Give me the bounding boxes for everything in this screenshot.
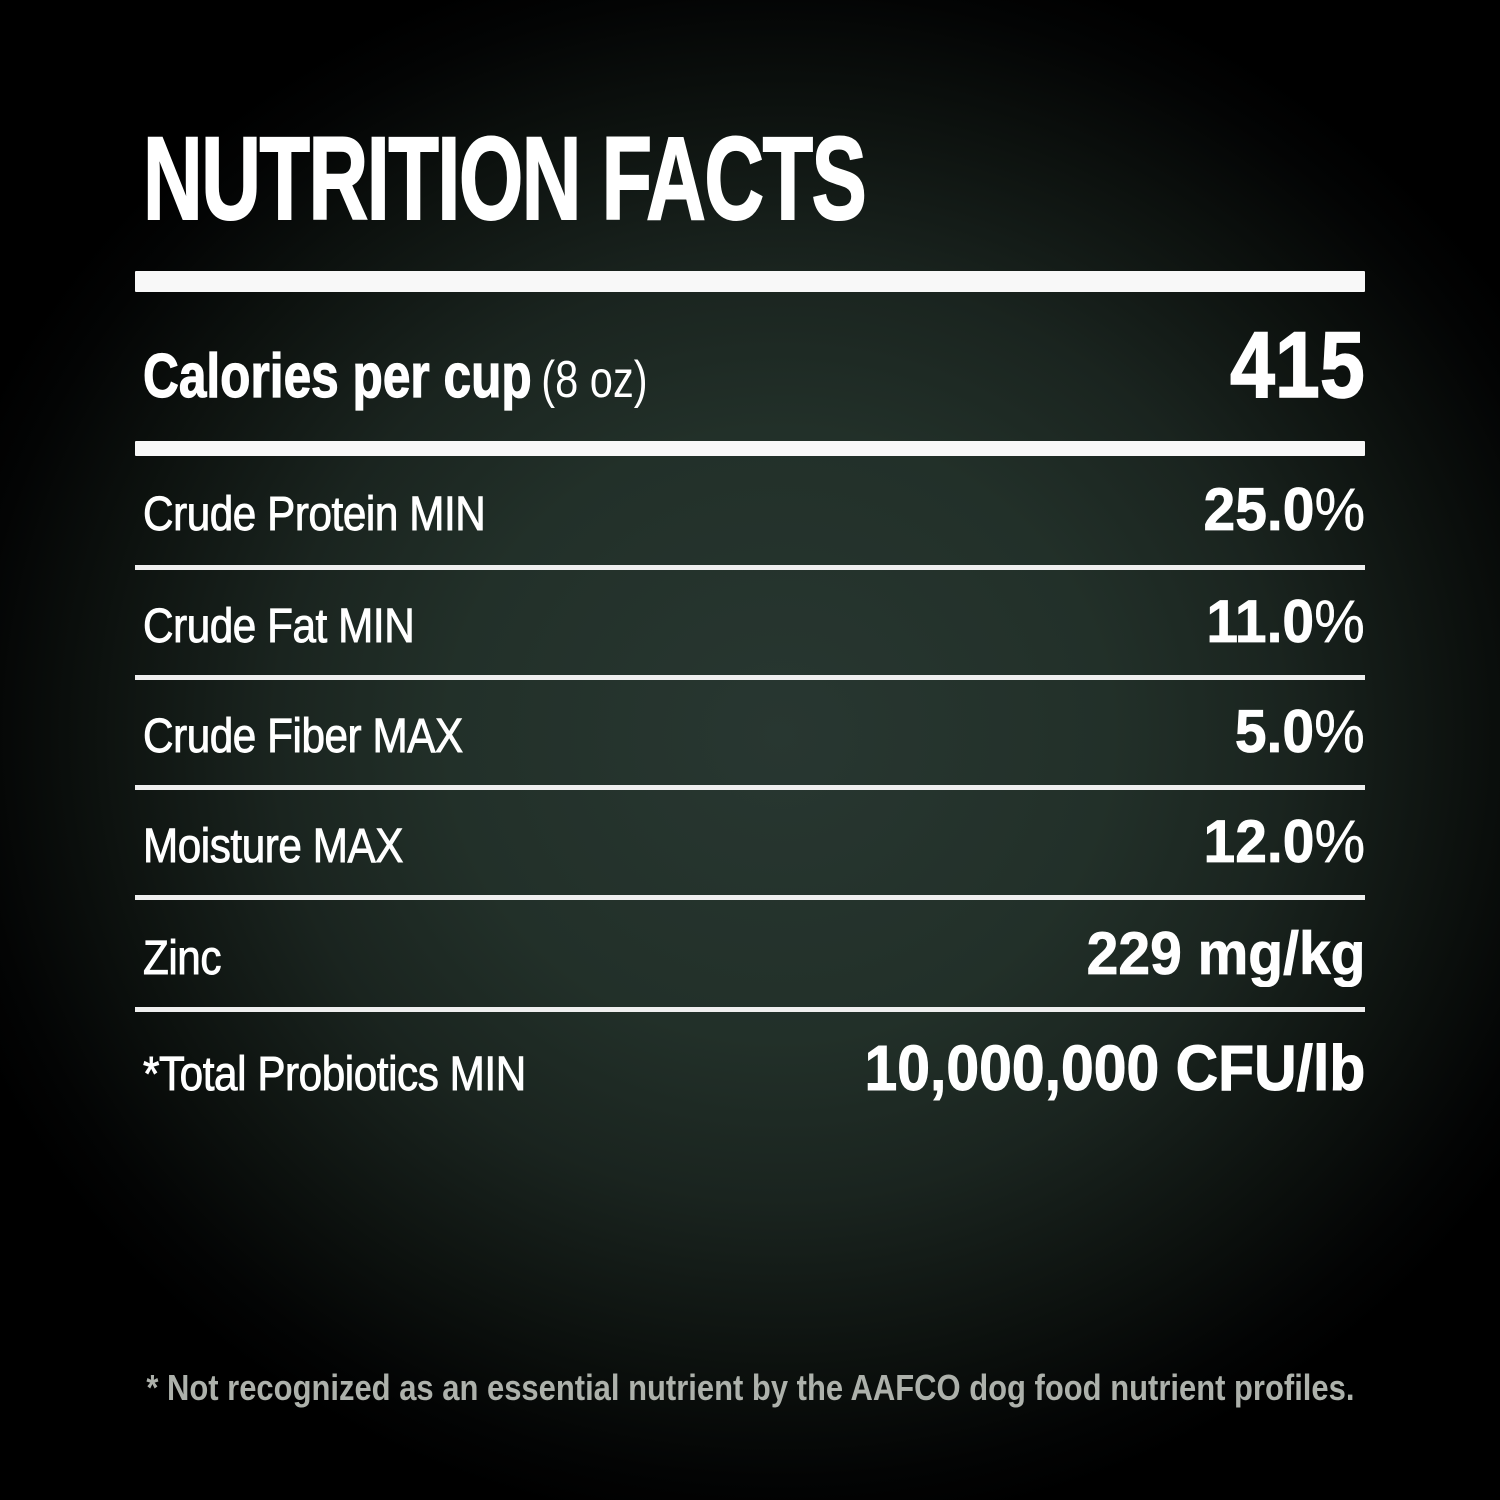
value-unit: % [1314,476,1365,543]
calories-label: Calories per cup [143,342,533,411]
nutrient-value: 229 mg/kg [1086,923,1366,984]
nutrient-row-zinc: Zinc 229 mg/kg [143,923,1366,985]
value-number: 5.0 [1235,698,1315,765]
nutrient-row-crude-fiber: Crude Fiber MAX 5.0% [143,701,1366,763]
nutrient-label: Crude Protein MIN [143,488,487,541]
value-unit: % [1314,808,1365,875]
nutrient-value: 5.0% [1235,701,1366,762]
panel-title: NUTRITION FACTS [142,113,867,245]
divider-thin [135,785,1365,790]
nutrient-value: 11.0% [1206,591,1365,652]
divider-medium [135,441,1365,456]
nutrient-label: Crude Fat MIN [143,600,415,653]
divider-thin [135,895,1365,900]
value-unit: % [1314,698,1365,765]
nutrient-row-moisture: Moisture MAX 12.0% [143,811,1366,873]
nutrient-value: 25.0% [1203,479,1365,540]
divider-thick [135,271,1365,292]
value-number: 12.0 [1203,808,1315,875]
nutrient-label: Moisture MAX [143,820,404,873]
divider-thin [135,1007,1365,1012]
nutrient-row-crude-protein: Crude Protein MIN 25.0% [143,479,1366,541]
calories-row: Calories per cup (8 oz) 415 [143,312,1366,417]
calories-serving-note: (8 oz) [541,351,648,409]
nutrient-value: 10,000,000 CFU/lb [864,1036,1366,1101]
divider-thin [135,675,1365,680]
calories-label-group: Calories per cup (8 oz) [143,345,648,409]
value-number: 25.0 [1203,476,1315,543]
nutrient-label: Crude Fiber MAX [143,710,464,763]
value-number: 229 mg/kg [1086,920,1366,987]
nutrient-row-crude-fat: Crude Fat MIN 11.0% [143,591,1366,653]
value-number: 11.0 [1206,588,1315,655]
nutrient-label: *Total Probiotics MIN [143,1048,527,1101]
calories-value: 415 [1229,312,1365,417]
value-unit: % [1314,588,1365,655]
aafco-footnote: * Not recognized as an essential nutrien… [0,1368,1500,1408]
value-number: 10,000,000 CFU/lb [864,1032,1366,1104]
divider-thin [135,565,1365,570]
nutrient-row-total-probiotics: *Total Probiotics MIN 10,000,000 CFU/lb [143,1036,1366,1101]
aafco-footnote-text: * Not recognized as an essential nutrien… [145,1367,1355,1408]
nutrient-value: 12.0% [1203,811,1365,872]
nutrient-label: Zinc [143,932,222,985]
